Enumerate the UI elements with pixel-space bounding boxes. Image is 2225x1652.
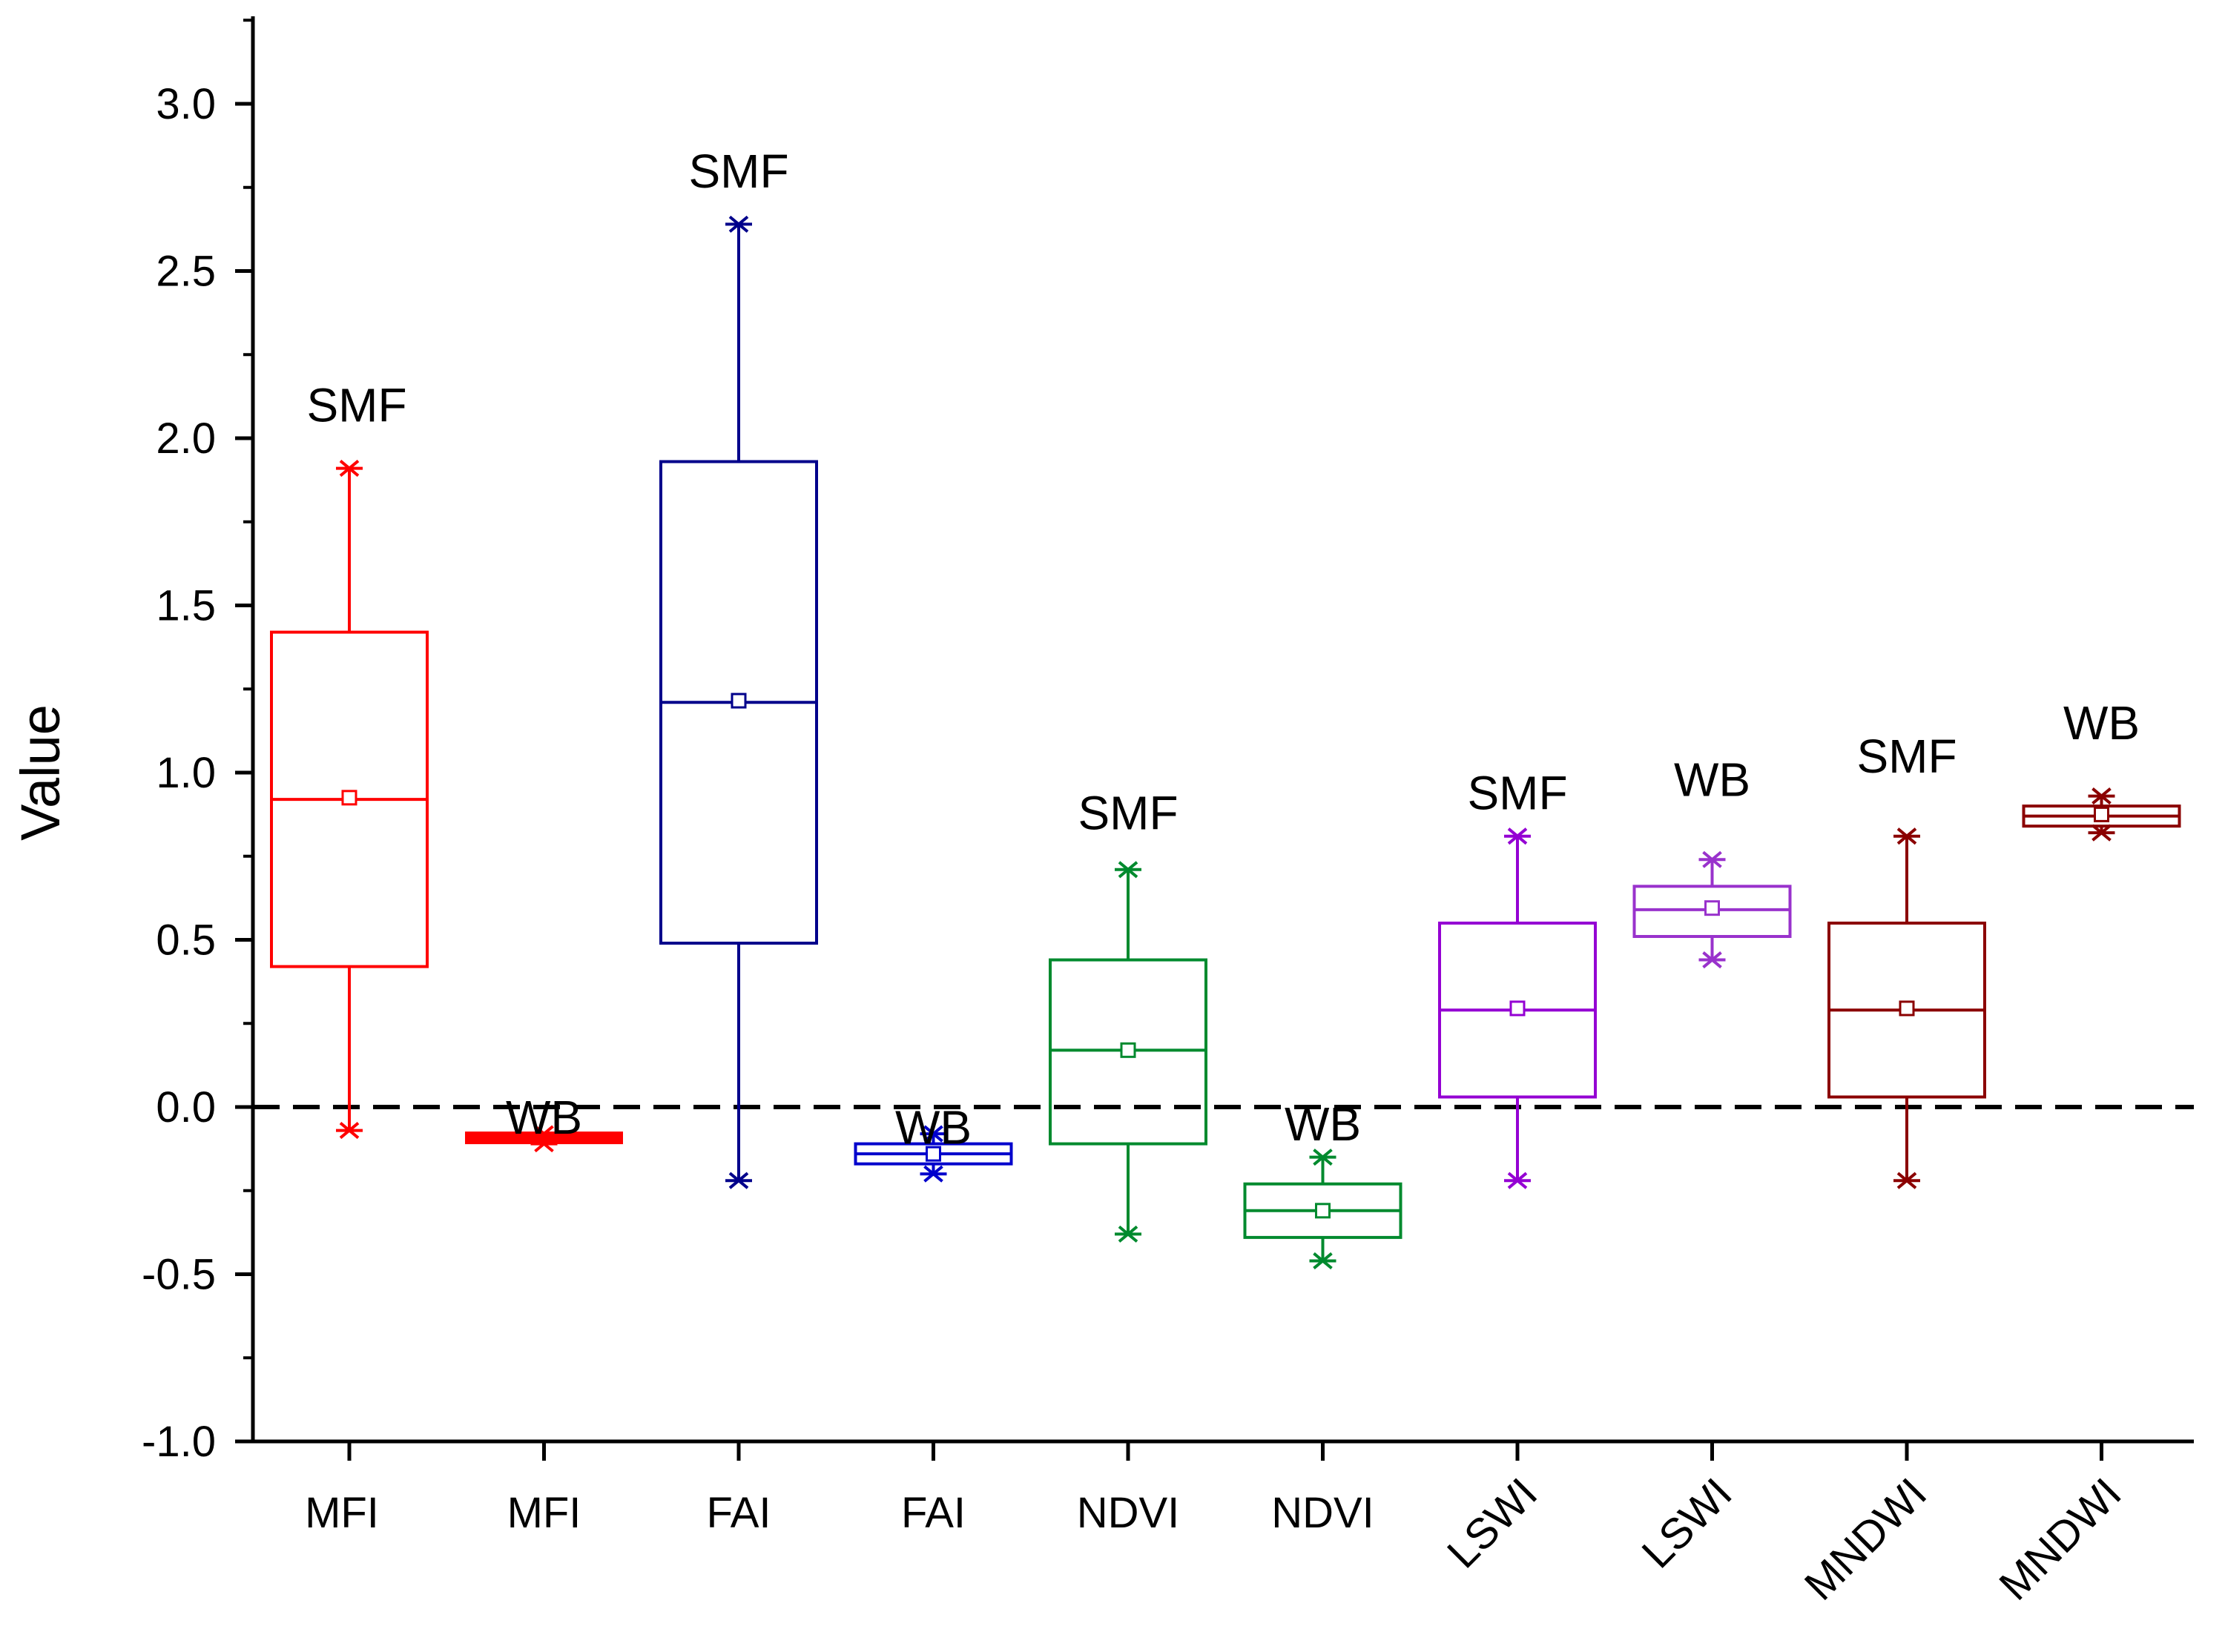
extreme-marker	[1507, 1172, 1528, 1189]
box-iqr	[1049, 958, 1207, 1146]
box-mfi-smf	[270, 460, 429, 1140]
extreme-marker	[1702, 951, 1722, 969]
mean-marker	[926, 1146, 941, 1162]
extreme-marker	[728, 215, 749, 233]
mean-marker	[1899, 1000, 1915, 1017]
box-fai-smf	[659, 215, 818, 1189]
extreme-marker	[728, 1172, 749, 1189]
extreme-marker	[1313, 1252, 1333, 1269]
group-label-smf: SMF	[306, 378, 406, 432]
y-tick-label: 1.0	[156, 749, 216, 797]
group-label-wb: WB	[506, 1091, 582, 1144]
x-tick-label: MNDWI	[1796, 1469, 1936, 1609]
y-tick-label: 1.5	[156, 582, 216, 630]
box-iqr	[465, 1131, 623, 1145]
x-tick-label: LSWI	[1632, 1469, 1741, 1577]
boxes	[270, 215, 2181, 1269]
extreme-marker	[1896, 827, 1917, 845]
x-tick-label: MFI	[507, 1489, 581, 1537]
group-label-smf: SMF	[688, 145, 788, 198]
mean-marker	[1315, 1203, 1331, 1219]
extreme-marker	[1313, 1149, 1333, 1166]
extreme-marker	[1507, 827, 1528, 845]
y-ticks: 3.0 2.5 2.0 1.5 1.0 0.5 0.0 -0.5 -1.0	[142, 19, 253, 1466]
x-tick-label: FAI	[901, 1489, 966, 1537]
y-tick-label: 2.5	[156, 248, 216, 296]
extreme-marker	[1896, 1172, 1917, 1189]
extreme-marker	[923, 1165, 943, 1183]
x-tick-label: NDVI	[1077, 1489, 1180, 1537]
y-axis-title: Value	[10, 704, 71, 841]
box-mndwi-smf	[1827, 827, 1986, 1189]
x-tick-label: LSWI	[1438, 1469, 1546, 1577]
box-ndvi-wb	[1243, 1149, 1402, 1269]
extreme-marker	[1118, 861, 1138, 879]
x-tick-label: NDVI	[1271, 1489, 1374, 1537]
group-label-smf: SMF	[1467, 767, 1567, 820]
group-label-smf: SMF	[1078, 787, 1178, 840]
y-tick-label: 0.0	[156, 1083, 216, 1131]
x-ticks: MFI MFI FAI FAI NDVI NDVI LSWI LSWI MNDWI MNDWI	[305, 1441, 2131, 1610]
extreme-marker	[2092, 824, 2112, 842]
x-tick-label: MFI	[305, 1489, 379, 1537]
group-label-wb: WB	[1285, 1097, 1361, 1151]
y-tick-label: 2.0	[156, 414, 216, 463]
group-label-smf: SMF	[1856, 730, 1957, 783]
mean-marker	[1704, 900, 1720, 916]
extreme-marker	[339, 1122, 360, 1140]
group-label-wb: WB	[895, 1101, 972, 1154]
box-iqr	[1632, 885, 1792, 938]
group-labels: SMF WB SMF WB SMF WB SMF WB SMF WB	[306, 145, 2140, 1154]
mean-marker	[1120, 1042, 1136, 1058]
axes	[251, 16, 2194, 1444]
mean-marker	[1509, 1000, 1526, 1017]
extreme-marker	[1118, 1225, 1138, 1243]
y-tick-label: 3.0	[156, 80, 216, 128]
mean-marker	[341, 790, 357, 806]
box-mfi-wb	[465, 1125, 623, 1153]
extreme-marker	[2092, 787, 2112, 805]
group-label-wb: WB	[2063, 696, 2140, 750]
group-label-wb: WB	[1674, 753, 1750, 807]
box-mndwi-wb	[2022, 787, 2181, 842]
box-lswi-smf	[1438, 827, 1597, 1189]
y-tick-label: -1.0	[142, 1418, 216, 1466]
y-tick-label: -0.5	[142, 1251, 216, 1299]
mean-marker	[2094, 806, 2109, 822]
x-tick-label: MNDWI	[1990, 1469, 2130, 1609]
extreme-marker	[1702, 850, 1722, 868]
y-tick-label: 0.5	[156, 916, 216, 965]
mean-marker	[731, 693, 747, 709]
box-fai-wb	[854, 1125, 1013, 1183]
x-tick-label: FAI	[706, 1489, 771, 1537]
extreme-marker	[923, 1125, 943, 1143]
extreme-marker	[339, 460, 360, 478]
box-lswi-wb	[1632, 850, 1792, 969]
box-ndvi-smf	[1049, 861, 1207, 1243]
